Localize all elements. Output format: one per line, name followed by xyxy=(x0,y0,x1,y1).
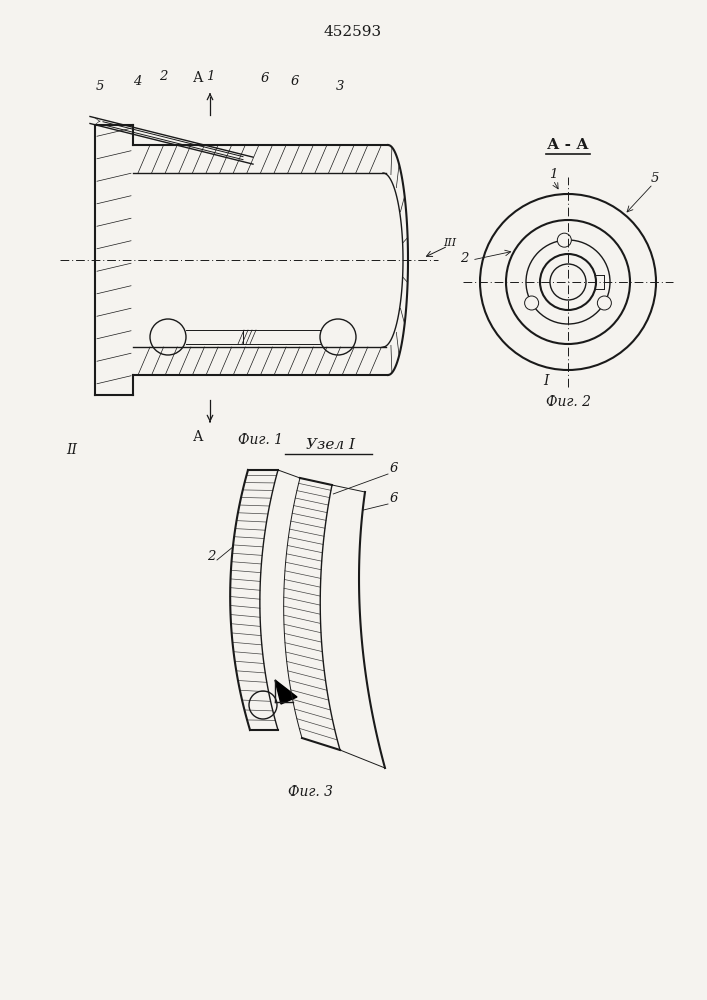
Text: II: II xyxy=(66,443,77,457)
Text: А - А: А - А xyxy=(547,138,589,152)
Text: 2: 2 xyxy=(460,252,468,265)
Text: 3: 3 xyxy=(336,80,344,93)
Text: Фиг. 3: Фиг. 3 xyxy=(288,785,332,799)
Text: 6: 6 xyxy=(261,72,269,85)
Text: А: А xyxy=(193,71,203,85)
Text: Фиг. 2: Фиг. 2 xyxy=(546,395,590,409)
Text: 2: 2 xyxy=(159,70,167,83)
Text: 5: 5 xyxy=(96,80,104,93)
Text: I: I xyxy=(543,374,549,388)
Text: 6: 6 xyxy=(390,462,398,475)
Circle shape xyxy=(597,296,612,310)
Text: 6: 6 xyxy=(291,75,299,88)
Text: 6: 6 xyxy=(390,492,398,505)
Text: 2: 2 xyxy=(206,550,215,563)
Circle shape xyxy=(557,233,571,247)
Text: III: III xyxy=(443,238,456,248)
Polygon shape xyxy=(275,680,297,704)
Text: Узел I: Узел I xyxy=(305,438,354,452)
Text: Фиг. 1: Фиг. 1 xyxy=(238,433,283,447)
Text: 452593: 452593 xyxy=(324,25,382,39)
Circle shape xyxy=(525,296,539,310)
Text: 5: 5 xyxy=(651,172,660,185)
Text: 4: 4 xyxy=(133,75,141,88)
Text: 1: 1 xyxy=(549,168,557,181)
Text: 1: 1 xyxy=(206,70,214,83)
Text: А: А xyxy=(193,430,203,444)
